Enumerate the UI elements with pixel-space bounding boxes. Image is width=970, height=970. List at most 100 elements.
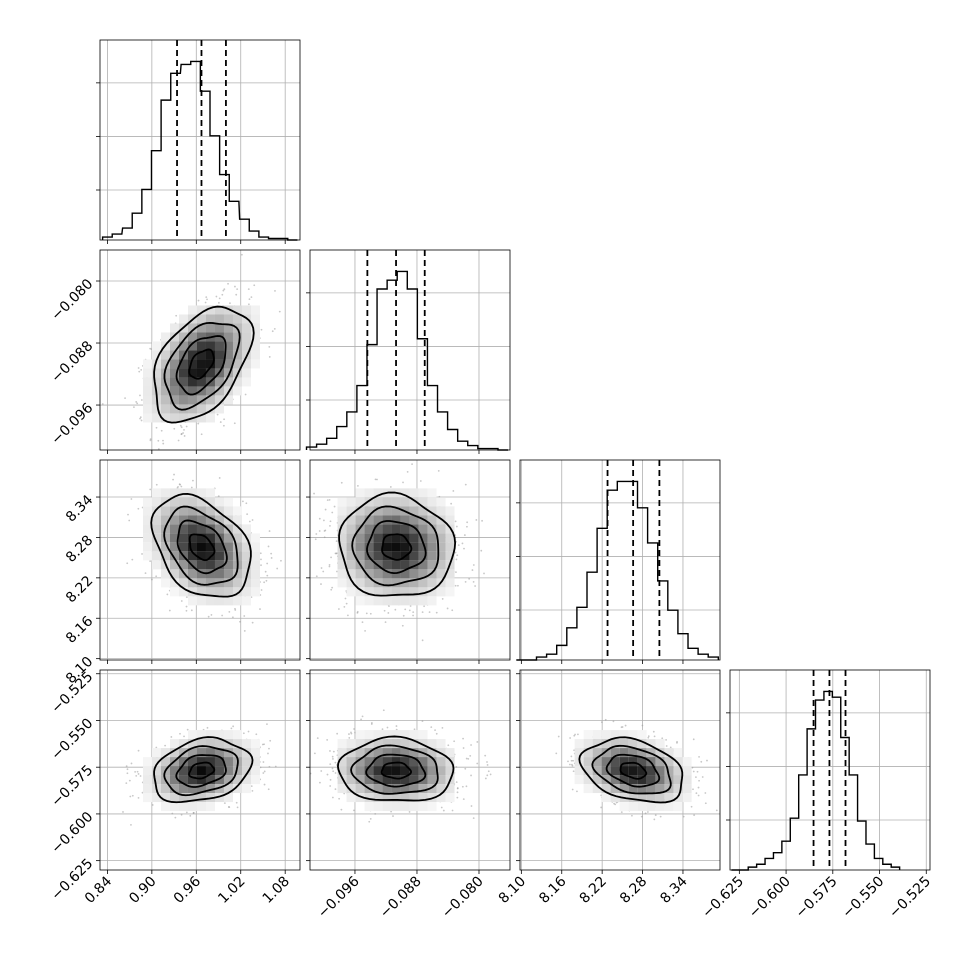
density-cell: [373, 497, 383, 507]
sample-point: [450, 502, 453, 505]
density-cell: [241, 323, 251, 333]
sample-point: [369, 612, 372, 615]
x-tick-label-2: 8.34: [657, 873, 690, 906]
sample-point: [715, 809, 718, 812]
density-cell: [418, 569, 428, 579]
density-cell: [232, 730, 242, 740]
density-cell: [160, 515, 170, 525]
density-cell: [391, 497, 401, 507]
density-cell: [646, 784, 656, 794]
x-tick-label-0: 1.08: [260, 874, 293, 907]
density-cell: [214, 524, 224, 534]
density-cell: [241, 368, 251, 378]
density-cell: [205, 314, 215, 324]
sample-point: [236, 806, 239, 809]
density-cell: [160, 578, 170, 588]
sample-point: [248, 520, 251, 523]
sample-point: [474, 585, 477, 587]
sample-point: [576, 790, 578, 793]
sample-point: [243, 615, 246, 617]
density-cell: [427, 506, 437, 516]
density-cell: [196, 341, 206, 351]
density-cell: [409, 596, 419, 606]
density-cell: [178, 413, 188, 423]
density-cell: [646, 802, 656, 812]
panel-frame: [309, 249, 511, 451]
panel-frame: [729, 669, 931, 871]
sample-point: [242, 732, 245, 735]
density-cell: [223, 341, 233, 351]
sample-point: [329, 778, 332, 781]
sample-point: [345, 602, 348, 605]
sample-point: [210, 614, 213, 616]
density-cell: [655, 793, 665, 803]
density-cell: [241, 775, 251, 785]
sample-point: [567, 760, 569, 763]
sample-point: [573, 749, 575, 752]
density-cell: [409, 802, 419, 812]
density-cell: [214, 377, 224, 387]
sample-point: [336, 732, 339, 735]
density-cell: [187, 596, 197, 606]
sample-point: [270, 557, 273, 559]
density-cell: [187, 305, 197, 315]
density-cell: [187, 395, 197, 405]
density-cell: [196, 802, 206, 812]
density-cell: [355, 596, 365, 606]
density-cell: [196, 359, 206, 369]
density-cell: [574, 775, 584, 785]
sample-point: [179, 424, 182, 427]
density-cell: [187, 802, 197, 812]
density-cell: [160, 569, 170, 579]
density-cell: [151, 775, 161, 785]
sample-point: [644, 812, 647, 815]
density-cell: [382, 739, 392, 749]
sample-point: [206, 298, 208, 301]
density-cell: [196, 587, 206, 597]
density-cell: [214, 560, 224, 570]
sample-point: [676, 741, 678, 744]
contour-3-2-3: [578, 736, 684, 804]
density-cell: [250, 359, 260, 369]
density-cell: [205, 730, 215, 740]
sample-point: [382, 709, 385, 712]
density-cell: [355, 784, 365, 794]
density-cell: [610, 775, 620, 785]
sample-point: [241, 500, 244, 503]
density-cell: [241, 551, 251, 561]
density-cell: [619, 748, 629, 758]
sample-point: [185, 425, 188, 428]
sample-point: [455, 525, 458, 528]
histogram-1: [305, 270, 509, 451]
sample-point: [157, 448, 160, 450]
density-cell: [346, 793, 356, 803]
density-cell: [427, 551, 437, 561]
sample-point: [246, 513, 249, 516]
contour-3-1-3: [337, 735, 455, 802]
density-cell: [355, 757, 365, 767]
sample-point: [267, 545, 270, 548]
sample-point: [267, 752, 269, 755]
sample-point: [330, 556, 332, 559]
sample-point: [162, 442, 165, 445]
density-cell: [427, 766, 437, 776]
sample-point: [604, 718, 607, 721]
density-cell: [364, 802, 374, 812]
sample-point: [571, 788, 574, 791]
density-cell: [223, 314, 233, 324]
density-cell: [214, 359, 224, 369]
density-cell: [250, 551, 260, 561]
density-cell: [223, 542, 233, 552]
density-cell: [187, 323, 197, 333]
density-cell: [637, 730, 647, 740]
density-cell: [250, 314, 260, 324]
density-cell: [196, 515, 206, 525]
sample-point: [480, 549, 483, 552]
density-cell: [214, 587, 224, 597]
density-cell: [418, 739, 428, 749]
density-cell: [232, 766, 242, 776]
sample-point: [144, 572, 147, 575]
density-cell: [364, 569, 374, 579]
density-cell: [196, 395, 206, 405]
density-cell: [232, 784, 242, 794]
